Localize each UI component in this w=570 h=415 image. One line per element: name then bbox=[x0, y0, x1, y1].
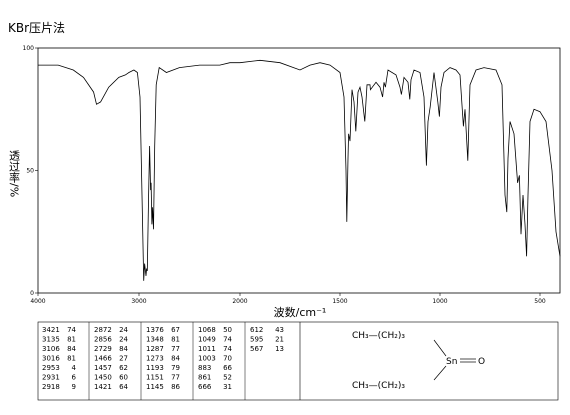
peak-wavenumber: 1348 bbox=[146, 336, 164, 344]
spectrum-line bbox=[38, 59, 561, 281]
peak-transmittance: 77 bbox=[171, 345, 180, 353]
peak-transmittance: 4 bbox=[72, 364, 77, 372]
peak-wavenumber: 1151 bbox=[146, 374, 164, 382]
x-axis-label: 波数/cm⁻¹ bbox=[274, 306, 327, 319]
peak-transmittance: 31 bbox=[223, 383, 232, 391]
bond bbox=[433, 339, 447, 357]
peak-wavenumber: 1049 bbox=[198, 336, 216, 344]
peak-wavenumber: 3421 bbox=[42, 326, 60, 334]
peak-transmittance: 79 bbox=[171, 364, 180, 372]
peak-transmittance: 74 bbox=[223, 336, 232, 344]
y-tick-label: 50 bbox=[26, 168, 34, 175]
peak-transmittance: 21 bbox=[275, 336, 284, 344]
peak-wavenumber: 567 bbox=[250, 345, 263, 353]
peak-transmittance: 67 bbox=[171, 326, 180, 334]
structure-bottom: CH₃—(CH₂)₃ bbox=[352, 381, 405, 391]
peak-wavenumber: 1457 bbox=[94, 364, 112, 372]
chart-title: KBr压片法 bbox=[8, 21, 65, 35]
peak-wavenumber: 2918 bbox=[42, 383, 60, 391]
peak-transmittance: 81 bbox=[67, 336, 76, 344]
table-frame bbox=[37, 321, 559, 401]
peak-transmittance: 74 bbox=[223, 345, 232, 353]
x-tick-label: 1500 bbox=[332, 298, 347, 305]
peak-transmittance: 6 bbox=[72, 374, 77, 382]
peak-transmittance: 86 bbox=[171, 383, 180, 391]
peak-transmittance: 64 bbox=[119, 383, 128, 391]
peak-wavenumber: 1145 bbox=[146, 383, 164, 391]
peak-wavenumber: 1287 bbox=[146, 345, 164, 353]
peak-wavenumber: 1376 bbox=[146, 326, 164, 334]
peak-transmittance: 62 bbox=[119, 364, 128, 372]
peak-transmittance: 81 bbox=[67, 355, 76, 363]
structure-metal: Sn bbox=[446, 357, 457, 367]
peak-wavenumber: 861 bbox=[198, 374, 211, 382]
peak-wavenumber: 1421 bbox=[94, 383, 112, 391]
plot-frame bbox=[37, 47, 561, 294]
peak-transmittance: 13 bbox=[275, 345, 284, 353]
peak-wavenumber: 2856 bbox=[94, 336, 112, 344]
peak-wavenumber: 595 bbox=[250, 336, 263, 344]
peak-transmittance: 84 bbox=[67, 345, 76, 353]
peak-wavenumber: 1273 bbox=[146, 355, 164, 363]
bond bbox=[433, 365, 447, 381]
peak-transmittance: 50 bbox=[223, 326, 232, 334]
peak-wavenumber: 1003 bbox=[198, 355, 216, 363]
peak-transmittance: 84 bbox=[119, 345, 128, 353]
peak-wavenumber: 1466 bbox=[94, 355, 112, 363]
x-tick-label: 4000 bbox=[30, 298, 45, 305]
x-tick-label: 1000 bbox=[432, 298, 447, 305]
structure-top: CH₃—(CH₂)₃ bbox=[352, 331, 405, 341]
peak-transmittance: 74 bbox=[67, 326, 76, 334]
peak-transmittance: 52 bbox=[223, 374, 232, 382]
peak-wavenumber: 1193 bbox=[146, 364, 164, 372]
peak-wavenumber: 1011 bbox=[198, 345, 216, 353]
peak-transmittance: 27 bbox=[119, 355, 128, 363]
peak-transmittance: 9 bbox=[72, 383, 76, 391]
y-tick-label: 0 bbox=[30, 290, 34, 297]
peak-transmittance: 77 bbox=[171, 374, 180, 382]
peak-transmittance: 84 bbox=[171, 355, 180, 363]
peak-wavenumber: 1450 bbox=[94, 374, 112, 382]
peak-transmittance: 70 bbox=[223, 355, 232, 363]
peak-transmittance: 43 bbox=[275, 326, 284, 334]
peak-wavenumber: 2872 bbox=[94, 326, 112, 334]
y-axis-label: 透过率/% bbox=[8, 150, 21, 197]
structure-oxygen: O bbox=[478, 357, 485, 367]
peak-transmittance: 24 bbox=[119, 336, 128, 344]
peak-wavenumber: 3106 bbox=[42, 345, 60, 353]
peak-wavenumber: 2729 bbox=[94, 345, 112, 353]
x-tick-label: 2000 bbox=[232, 298, 247, 305]
y-tick-label: 100 bbox=[23, 45, 35, 52]
peak-wavenumber: 612 bbox=[250, 326, 263, 334]
peak-transmittance: 81 bbox=[171, 336, 180, 344]
peak-wavenumber: 883 bbox=[198, 364, 211, 372]
peak-transmittance: 66 bbox=[223, 364, 232, 372]
peak-wavenumber: 2953 bbox=[42, 364, 60, 372]
x-tick-label: 500 bbox=[534, 298, 546, 305]
peak-wavenumber: 3135 bbox=[42, 336, 60, 344]
peak-wavenumber: 666 bbox=[198, 383, 212, 391]
peak-transmittance: 60 bbox=[119, 374, 128, 382]
peak-wavenumber: 1068 bbox=[198, 326, 216, 334]
peak-wavenumber: 3016 bbox=[42, 355, 60, 363]
x-tick-label: 3000 bbox=[131, 298, 146, 305]
peak-transmittance: 24 bbox=[119, 326, 128, 334]
peak-wavenumber: 2931 bbox=[42, 374, 60, 382]
